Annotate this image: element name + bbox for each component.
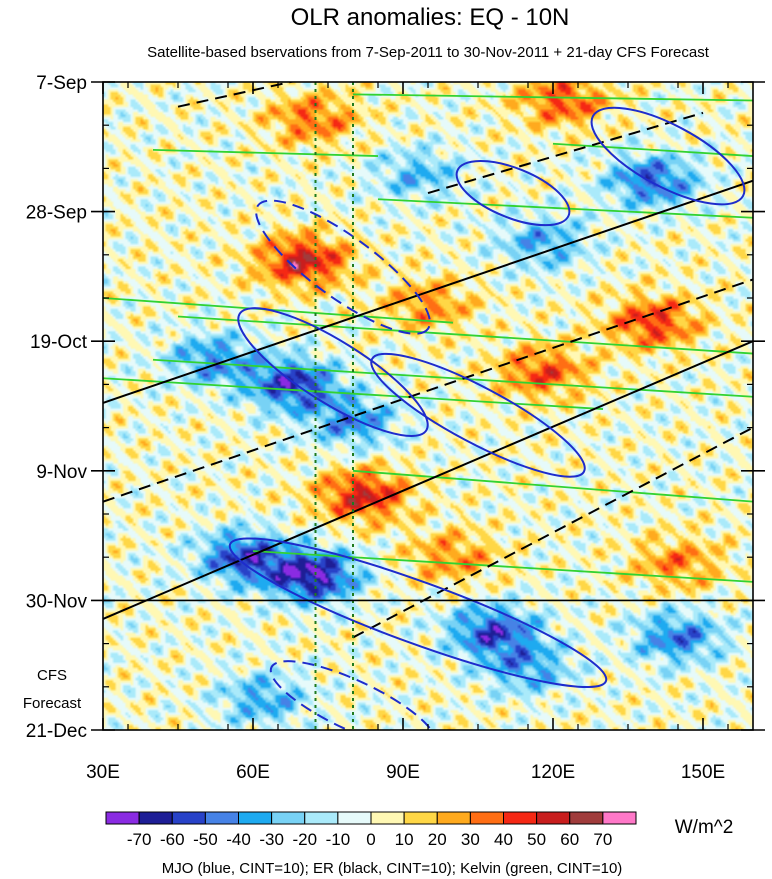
colorbar-level-label: -30 (259, 830, 284, 849)
mjo-contour (455, 160, 571, 227)
colorbar-level-label: -70 (127, 830, 152, 849)
colorbar-swatch (436, 811, 471, 825)
kelvin-contour (352, 469, 753, 503)
er-contour (103, 340, 753, 620)
kelvin-contour (377, 198, 753, 219)
x-tick-label: 30E (86, 762, 120, 783)
footer-legend-text: MJO (blue, CINT=10); ER (black, CINT=10)… (162, 860, 623, 877)
reference-lines (314, 82, 354, 730)
colorbar-swatch (469, 811, 504, 825)
colorbar-unit: W/m^2 (675, 817, 734, 838)
colorbar-level-label: 20 (428, 830, 447, 849)
kelvin-contour (103, 297, 454, 324)
y-tick-label: 19-Oct (30, 332, 88, 353)
colorbar-level-label: 60 (560, 830, 579, 849)
er-contour (103, 278, 753, 503)
colorbar-level-label: 10 (395, 830, 414, 849)
kelvin-contour (152, 148, 379, 157)
mjo-contour (590, 106, 746, 206)
colorbar-level-label: -40 (226, 830, 251, 849)
mjo-contour (237, 307, 429, 437)
y-tick-label: 9-Nov (36, 462, 87, 483)
kelvin-contour (352, 93, 753, 102)
er-contour (103, 179, 753, 404)
plot-area: 30E 60E 90E 120E 150E 7-Sep 28-Sep 19-Oct 9-Nov 3… (26, 73, 765, 783)
er-contour (427, 111, 704, 195)
forecast-label-forecast: Forecast (23, 695, 82, 712)
chart-title: OLR anomalies: EQ - 10N (291, 4, 570, 31)
y-tick-label: 7-Sep (36, 73, 87, 94)
colorbar-level-label: 30 (461, 830, 480, 849)
colorbar-level-label: 40 (494, 830, 513, 849)
colorbar-level-label: 50 (527, 830, 546, 849)
kelvin-contour (177, 315, 753, 355)
mjo-contour (255, 199, 431, 335)
colorbar-swatch (304, 811, 339, 825)
colorbar-swatch (536, 811, 571, 825)
forecast-label-cfs: CFS (37, 667, 67, 684)
chart-subtitle: Satellite-based bservations from 7-Sep-2… (147, 44, 710, 61)
wave-contours (103, 82, 753, 730)
colorbar-swatch (204, 811, 239, 825)
kelvin-contour (252, 550, 753, 583)
mjo-contour (228, 537, 608, 689)
kelvin-contour (152, 358, 753, 398)
x-tick-label: 90E (386, 762, 420, 783)
colorbar-level-label: -50 (193, 830, 218, 849)
olr-anomaly-field (103, 82, 753, 730)
x-tick-label: 120E (531, 762, 575, 783)
x-tick-label: 150E (681, 762, 725, 783)
mjo-contour (269, 660, 437, 730)
colorbar-swatch (569, 811, 604, 825)
colorbar-swatch (138, 811, 173, 825)
colorbar-level-label: -60 (160, 830, 185, 849)
er-contour (177, 82, 296, 108)
colorbar: -70 -60 -50 -40 -30 -20 -10 0 10 20 30 40 50 60 70 (105, 811, 637, 849)
x-tick-label: 60E (236, 762, 270, 783)
y-tick-label: 30-Nov (26, 591, 88, 612)
colorbar-level-label: -10 (326, 830, 351, 849)
colorbar-swatch (171, 811, 206, 825)
colorbar-level-label: 0 (366, 830, 375, 849)
axis-ticks: 30E 60E 90E 120E 150E 7-Sep 28-Sep 19-Oct 9-Nov 3… (26, 73, 765, 783)
colorbar-swatch (370, 811, 405, 825)
colorbar-swatch (271, 811, 306, 825)
colorbar-swatch (403, 811, 438, 825)
colorbar-swatch (238, 811, 273, 825)
colorbar-swatch (602, 811, 637, 825)
colorbar-swatch (105, 811, 140, 825)
colorbar-swatch (503, 811, 538, 825)
mjo-contour (370, 352, 586, 478)
y-tick-label: 28-Sep (26, 203, 87, 224)
colorbar-swatch (337, 811, 372, 825)
colorbar-level-label: -20 (292, 830, 317, 849)
y-tick-label: 21-Dec (26, 721, 87, 742)
colorbar-level-label: 70 (593, 830, 612, 849)
kelvin-contour (103, 377, 604, 410)
